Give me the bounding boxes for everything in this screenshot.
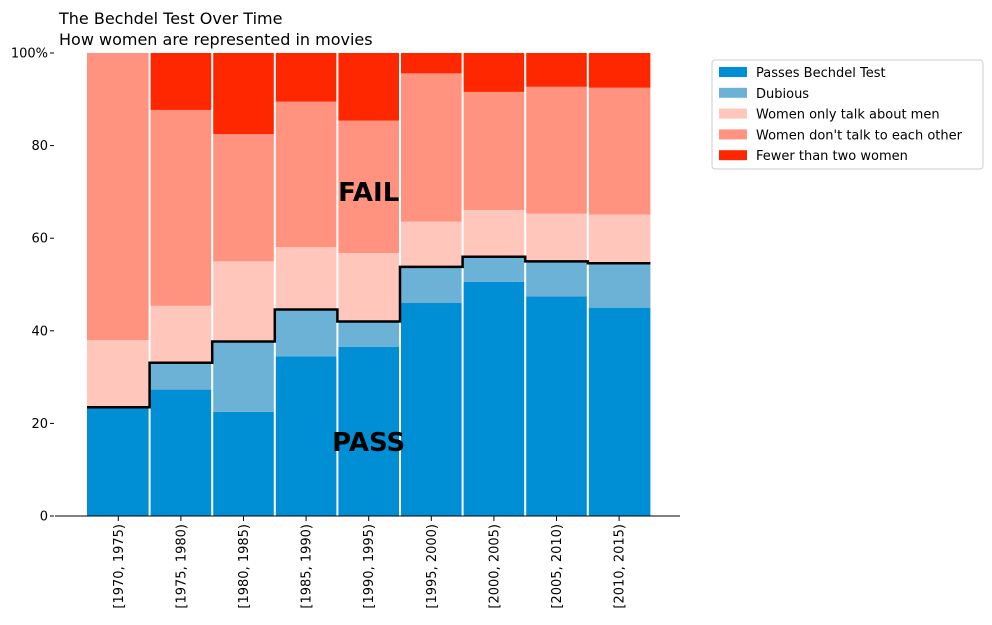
bar-segment-3-6: [462, 91, 526, 210]
bar-segment-0-0: [87, 407, 150, 516]
legend-swatch: [719, 67, 747, 77]
bar-segment-0-8: [587, 307, 651, 516]
legend-label: Passes Bechdel Test: [756, 66, 886, 81]
bar-segment-4-2: [212, 53, 275, 135]
bar-segment-2-6: [462, 209, 526, 257]
bar-segment-1-5: [400, 266, 463, 304]
legend-label: Fewer than two women: [756, 149, 908, 164]
bar-segment-0-4: [337, 347, 400, 516]
bar-segment-2-0: [87, 340, 150, 408]
x-tick-label: [2000, 2005): [487, 524, 502, 609]
fail-annotation: FAIL: [338, 178, 399, 208]
legend-swatch: [719, 150, 747, 161]
y-tick-label: 60: [31, 232, 48, 247]
bar-segment-4-5: [400, 53, 463, 74]
bar-segment-0-7: [525, 296, 588, 516]
bar-segment-2-1: [149, 305, 213, 363]
y-tick-label: 100%: [11, 47, 48, 62]
bar-segment-4-4: [337, 53, 400, 121]
x-tick-label: [1970, 1975): [112, 524, 127, 609]
bar-segment-3-2: [212, 134, 275, 262]
legend: Passes Bechdel Test Dubious Women only tal…: [711, 59, 984, 170]
annotations-group: FAIL PASS: [332, 178, 405, 458]
y-tick-label: 20: [31, 417, 48, 432]
bar-segment-4-7: [525, 53, 588, 87]
pass-line-group: [87, 255, 651, 409]
bars-group: [87, 53, 651, 516]
bar-segment-0-2: [212, 411, 275, 516]
x-tick-label: [1990, 1995): [362, 524, 377, 609]
bar-segment-4-3: [274, 53, 338, 102]
pass-threshold-line: [87, 255, 651, 409]
legend-swatch: [719, 129, 747, 140]
bar-segment-0-3: [274, 356, 338, 516]
bar-segment-1-2: [212, 341, 275, 412]
pass-annotation: PASS: [332, 428, 405, 458]
x-tick-label: [2005, 2010): [550, 524, 565, 609]
chart-title: The Bechdel Test Over Time: [58, 9, 282, 28]
bar-segment-1-6: [462, 256, 526, 282]
bar-segment-3-5: [400, 73, 463, 222]
legend-box: [711, 59, 984, 170]
bar-segment-1-3: [274, 309, 338, 357]
bar-segment-0-5: [400, 303, 463, 516]
bar-segment-4-1: [149, 53, 213, 110]
bar-segment-3-4: [337, 120, 400, 254]
y-tick-label: 80: [31, 139, 48, 154]
bar-segment-2-5: [400, 221, 463, 267]
legend-label: Dubious: [756, 87, 809, 102]
bar-segment-1-8: [587, 263, 651, 308]
bar-segment-1-7: [525, 261, 588, 297]
bar-segment-3-7: [525, 86, 588, 214]
bar-segment-4-8: [587, 53, 651, 88]
bar-segment-4-6: [462, 53, 526, 92]
y-tick-label: 40: [31, 324, 48, 339]
y-tick-label: 0: [40, 510, 48, 525]
bar-segment-2-2: [212, 261, 275, 342]
bar-segment-3-3: [274, 101, 338, 247]
x-tick-label: [1975, 1980): [174, 524, 189, 609]
legend-swatch: [719, 108, 747, 119]
bar-segment-3-0: [87, 53, 150, 341]
bar-segment-2-4: [337, 253, 400, 322]
bar-segment-0-1: [149, 389, 213, 516]
legend-swatch: [719, 87, 747, 98]
chart-subtitle: How women are represented in movies: [59, 30, 373, 49]
bar-segment-1-4: [337, 321, 400, 348]
bar-segment-0-6: [462, 281, 526, 516]
x-tick-label: [1995, 2000): [425, 524, 440, 609]
bar-segment-1-1: [149, 362, 213, 390]
bar-segment-2-8: [587, 214, 651, 264]
x-tick-label: [1985, 1990): [300, 524, 315, 609]
x-tick-label: [2010, 2015): [613, 524, 628, 609]
bar-segment-2-7: [525, 213, 588, 262]
x-tick-label: [1980, 1985): [237, 524, 252, 609]
bar-segment-3-1: [149, 109, 213, 306]
bar-segment-3-8: [587, 87, 651, 215]
axes-group: 0 20 40 60 80 100% [1970, 1975) [1975, 1980) [19…: [11, 47, 680, 609]
legend-label: Women only talk about men: [756, 108, 940, 123]
legend-label: Women don't talk to each other: [756, 128, 963, 143]
bar-segment-2-3: [274, 246, 338, 310]
